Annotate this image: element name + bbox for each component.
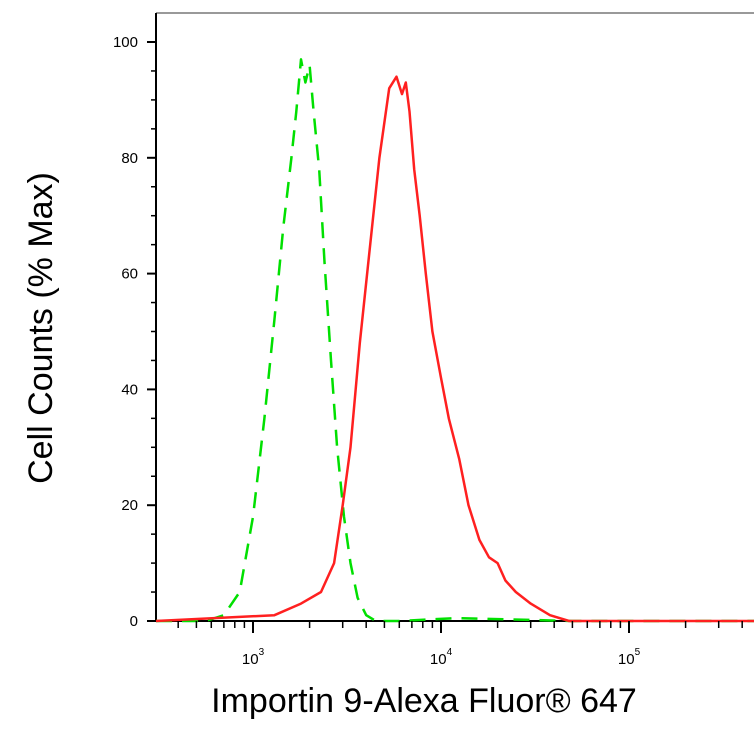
x-tick-label: 103 [242,647,265,668]
y-tick-label: 80 [121,150,138,167]
series-dashed-green-line [156,58,754,623]
series-layer [155,58,754,623]
x-tick-label: 104 [430,647,453,668]
x-tick-label: 105 [618,647,641,668]
y-axis-title: Cell Counts (% Max) [22,172,60,484]
x-axis-title: Importin 9-Alexa Fluor® 647 [211,682,637,720]
y-axis: 0 20 40 60 80 100 [113,34,156,630]
y-tick-label: 60 [121,266,138,283]
y-tick-label: 20 [121,497,138,514]
y-tick-label: 0 [130,613,138,630]
x-axis: 103 104 105 [177,621,743,668]
y-tick-label: 40 [121,381,138,398]
y-tick-label: 100 [113,34,138,51]
series-solid-red-line [155,75,754,623]
plot-area [155,12,754,622]
